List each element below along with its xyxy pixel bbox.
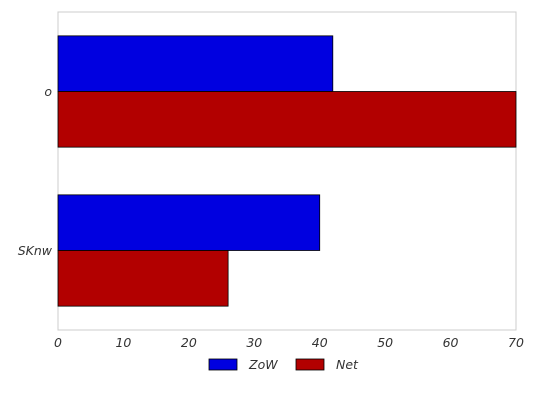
legend-label-net: Net	[336, 357, 359, 372]
bar-net-o	[57, 91, 517, 148]
x-tick-label-50: 50	[377, 335, 393, 350]
legend-swatch-net	[295, 358, 325, 371]
x-tick-label-30: 30	[246, 335, 262, 350]
bar-zow-sknw	[57, 194, 321, 251]
y-tick-label-sknw: SKnw	[18, 243, 53, 258]
legend-item-net: Net	[295, 357, 359, 372]
x-tick-label-70: 70	[508, 335, 524, 350]
y-tick-label-o: o	[44, 84, 52, 99]
x-tick-label-10: 10	[115, 335, 131, 350]
bar-net-sknw	[57, 250, 229, 307]
x-tick-labels: 0 10 20 30 40 50 60 70	[54, 335, 524, 350]
legend: ZoW Net	[208, 357, 359, 372]
legend-item-zow: ZoW	[208, 357, 278, 372]
x-tick-label-40: 40	[312, 335, 328, 350]
bar-zow-o	[57, 35, 334, 92]
x-tick-label-20: 20	[181, 335, 197, 350]
legend-label-zow: ZoW	[248, 357, 278, 372]
bars-layer	[57, 35, 517, 307]
legend-swatch-zow	[208, 358, 238, 371]
x-tick-label-0: 0	[54, 335, 62, 350]
y-tick-labels: o SKnw	[18, 84, 53, 258]
x-tick-label-60: 60	[443, 335, 459, 350]
